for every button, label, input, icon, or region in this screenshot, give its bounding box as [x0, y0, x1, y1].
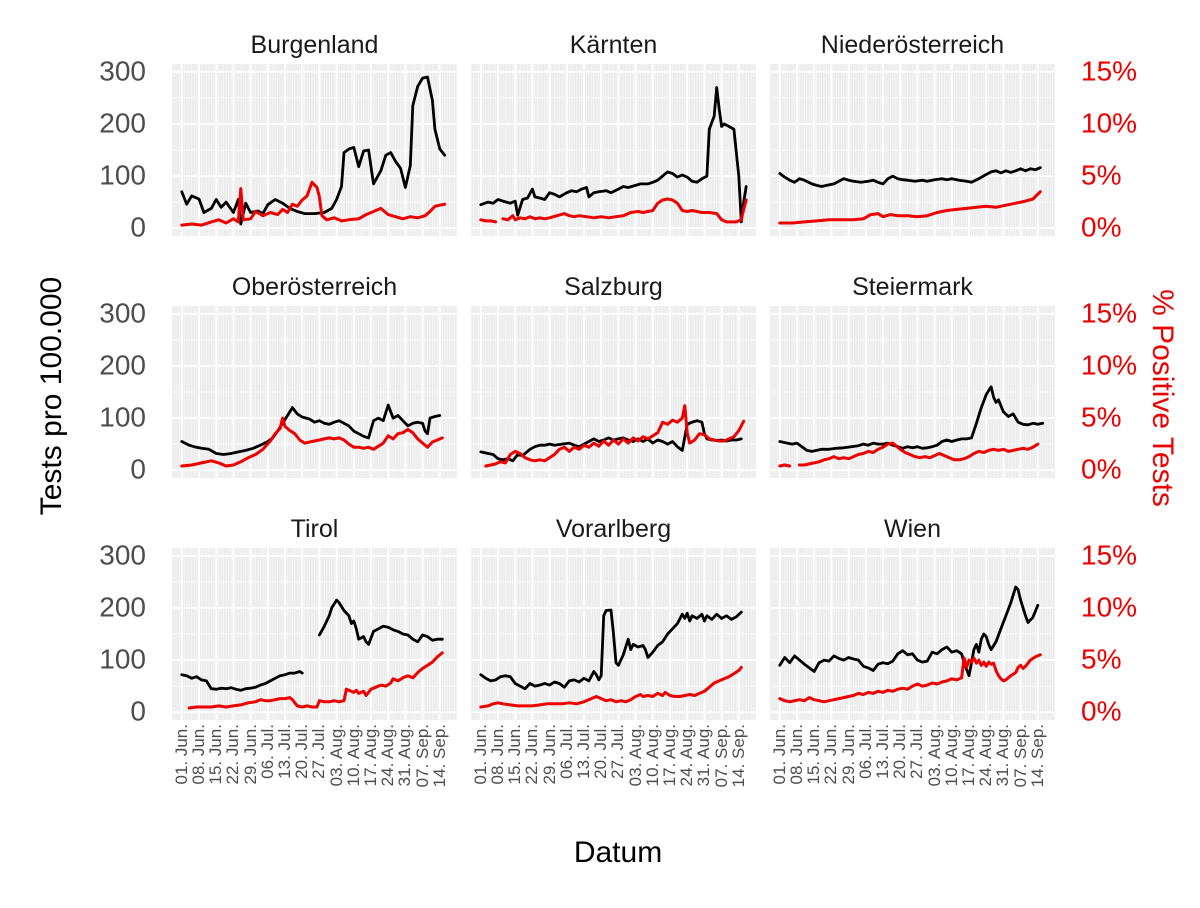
- facet-title-kaernten: Kärnten: [569, 30, 658, 59]
- facet-title-tirol: Tirol: [290, 514, 339, 543]
- y-axis-right-tick-label: 5%: [1081, 401, 1122, 433]
- facet-chart-svg: [172, 64, 457, 236]
- facet-panel-vorarlberg: [471, 548, 756, 720]
- facet-chart-svg: [471, 306, 756, 478]
- y-axis-right-tick-label: 5%: [1081, 643, 1122, 675]
- y-axis-left-tick-label: 100: [99, 643, 146, 675]
- facet-title-wien: Wien: [884, 514, 941, 543]
- facet-chart-svg: [770, 64, 1055, 236]
- y-axis-right-tick-label: 15%: [1081, 539, 1138, 571]
- facet-panel-salzburg: [471, 306, 756, 478]
- x-axis-tick-label: 14. Sep.: [1027, 724, 1047, 788]
- facet-chart-svg: [770, 306, 1055, 478]
- y-axis-left-tick-label: 300: [99, 539, 146, 571]
- y-axis-left-tick-label: 200: [99, 591, 146, 623]
- facet-panel-oberoesterreich: [172, 306, 457, 478]
- y-axis-left-tick-label: 100: [99, 401, 146, 433]
- x-axis-tick-label: 27. Jul.: [907, 724, 927, 779]
- y-axis-left-tick-label: 100: [99, 159, 146, 191]
- facet-panel-tirol: [172, 548, 457, 720]
- y-axis-left-tick-label: 0: [130, 211, 146, 243]
- y-axis-right-tick-label: 5%: [1081, 159, 1122, 191]
- y-axis-left-tick-label: 300: [99, 55, 146, 87]
- y-axis-right-tick-label: 0%: [1081, 453, 1122, 485]
- x-axis-tick-label: 14. Sep.: [429, 724, 449, 788]
- x-axis-tick-labels-col2: 01. Jun. 08. Jun. 15. Jun. 22. Jun. 29. Jun.…: [471, 720, 756, 832]
- facet-chart-svg: [172, 548, 457, 720]
- y-axis-right-tick-label: 0%: [1081, 695, 1122, 727]
- facet-chart-svg: [770, 548, 1055, 720]
- y-axis-right-tick-label: 0%: [1081, 211, 1122, 243]
- facet-title-niederoesterreich: Niederösterreich: [820, 30, 1005, 59]
- x-axis-tick-label: 27. Jul.: [309, 724, 329, 779]
- y-axis-left-ticks-row3: 300 200 100 0: [90, 541, 158, 725]
- y-axis-left-tick-label: 300: [99, 297, 146, 329]
- facet-chart-svg: [471, 548, 756, 720]
- x-axis-tick-labels-col3: 01. Jun. 08. Jun. 15. Jun. 22. Jun. 29. Jun.…: [770, 720, 1055, 832]
- y-axis-left-tick-label: 200: [99, 349, 146, 381]
- x-axis-tick-labels-col1: 01. Jun. 08. Jun. 15. Jun. 22. Jun. 29. Jun.…: [172, 720, 457, 832]
- y-axis-right-ticks-row1: 15% 10% 5% 0%: [1069, 57, 1199, 241]
- y-axis-right-ticks-row3: 15% 10% 5% 0%: [1069, 541, 1199, 725]
- facet-chart-svg: [471, 64, 756, 236]
- y-axis-right-tick-label: 10%: [1081, 349, 1138, 381]
- y-axis-right-tick-label: 10%: [1081, 107, 1138, 139]
- y-axis-left-tick-label: 0: [130, 695, 146, 727]
- facet-title-vorarlberg: Vorarlberg: [555, 514, 672, 543]
- facet-chart-svg: [172, 306, 457, 478]
- facet-panel-wien: [770, 548, 1055, 720]
- x-axis-tick-label: 27. Jul.: [608, 724, 628, 779]
- y-axis-left-ticks-row2: 300 200 100 0: [90, 299, 158, 483]
- y-axis-left-tick-label: 0: [130, 453, 146, 485]
- y-axis-right-tick-label: 15%: [1081, 55, 1138, 87]
- facet-panel-steiermark: [770, 306, 1055, 478]
- y-axis-right-tick-label: 15%: [1081, 297, 1138, 329]
- facet-panel-niederoesterreich: [770, 64, 1055, 236]
- facet-title-burgenland: Burgenland: [250, 30, 379, 59]
- facet-grid: Burgenland Kärnten Niederösterreich 300 2…: [90, 28, 1199, 832]
- facet-title-salzburg: Salzburg: [564, 272, 663, 301]
- x-axis-tick-label: 14. Sep.: [728, 724, 748, 788]
- y-axis-title-left: Tests pro 100.000: [35, 276, 68, 516]
- facet-title-oberoesterreich: Oberösterreich: [231, 272, 398, 301]
- y-axis-right-tick-label: 10%: [1081, 591, 1138, 623]
- y-axis-left-tick-label: 200: [99, 107, 146, 139]
- x-axis-title: Datum: [573, 836, 663, 869]
- facet-panel-kaernten: [471, 64, 756, 236]
- facet-title-steiermark: Steiermark: [852, 272, 973, 301]
- y-axis-left-ticks-row1: 300 200 100 0: [90, 57, 158, 241]
- y-axis-right-ticks-row2: 15% 10% 5% 0%: [1069, 299, 1199, 483]
- facet-panel-burgenland: [172, 64, 457, 236]
